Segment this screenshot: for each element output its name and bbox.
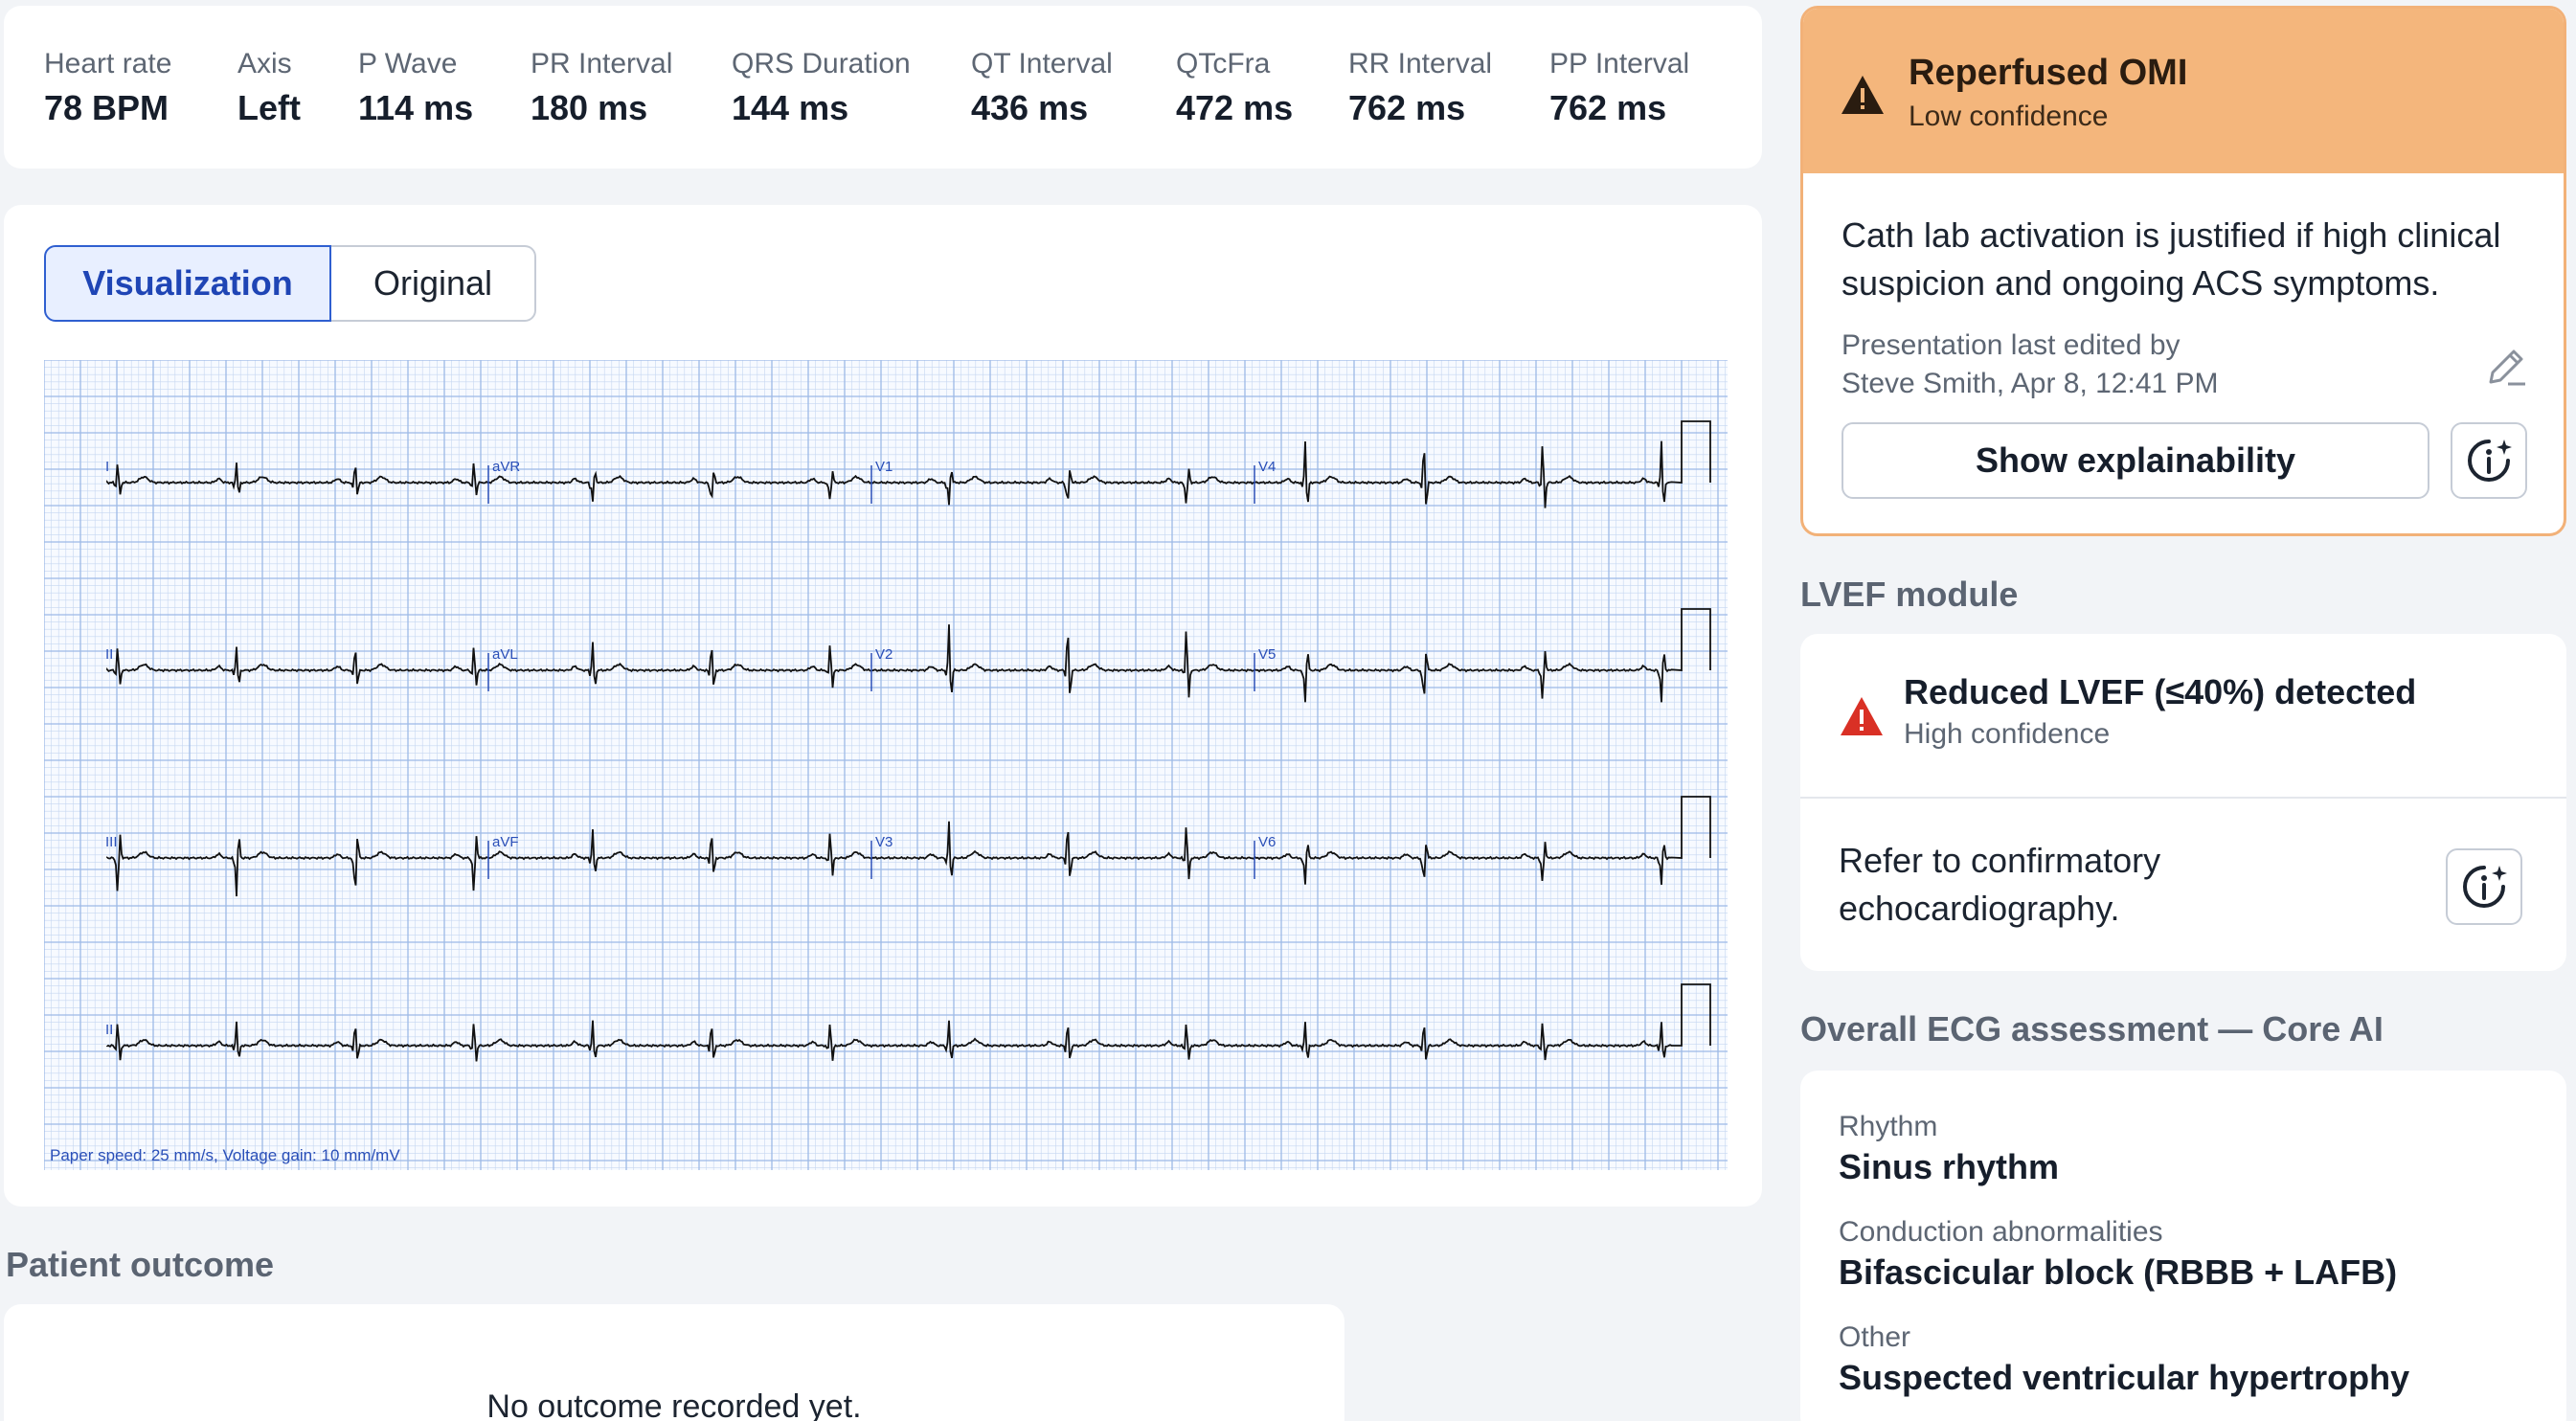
omi-info-button[interactable]: [2451, 422, 2527, 499]
lead-label: I: [105, 459, 109, 475]
info-sparkle-icon: [2468, 440, 2512, 482]
patient-outcome-card: No outcome recorded yet.: [4, 1304, 1344, 1421]
ecg-assessment-card: Rhythm Sinus rhythm Conduction abnormali…: [1800, 1071, 2566, 1421]
tab-original[interactable]: Original: [331, 245, 536, 322]
warning-triangle-icon: [1842, 76, 1884, 114]
assessment-label: Conduction abnormalities: [1839, 1216, 2163, 1248]
metric-qtcfra: QTcFra 472 ms: [1176, 48, 1293, 128]
patient-outcome-title: Patient outcome: [6, 1245, 275, 1284]
ecg-grid: [44, 360, 1728, 1170]
view-toggle: Visualization Original: [44, 245, 536, 322]
metric-p-wave: P Wave 114 ms: [358, 48, 473, 128]
metric-axis: Axis Left: [237, 48, 301, 128]
omi-recommendation: Cath lab activation is justified if high…: [1842, 215, 2501, 303]
info-sparkle-icon: [2463, 866, 2507, 908]
ecg-trace-row: [106, 608, 1711, 703]
assessment-section-title: Overall ECG assessment — Core AI: [1800, 1009, 2384, 1049]
lvef-title: Reduced LVEF (≤40%) detected: [1904, 672, 2417, 711]
lead-label: V2: [875, 646, 893, 663]
lvef-info-button[interactable]: [2446, 848, 2522, 925]
lvef-recommendation: Refer to confirmatory echocardiography.: [1839, 841, 2161, 928]
lvef-card: Reduced LVEF (≤40%) detected High confid…: [1800, 634, 2566, 971]
metric-label: Axis: [237, 48, 292, 79]
assessment-value: Suspected ventricular hypertrophy: [1839, 1358, 2410, 1397]
ecg-trace-row: [106, 983, 1711, 1062]
metric-qt-interval: QT Interval 436 ms: [971, 48, 1113, 128]
edited-line: Presentation last edited by: [1842, 329, 2181, 361]
metric-pp-interval: PP Interval 762 ms: [1549, 48, 1689, 128]
lead-label: aVF: [492, 834, 519, 850]
metric-label: QRS Duration: [732, 48, 911, 79]
assessment-label: Other: [1839, 1321, 1911, 1353]
tab-visualization[interactable]: Visualization: [44, 245, 331, 322]
outcome-empty-text: No outcome recorded yet.: [486, 1388, 862, 1421]
metric-label: RR Interval: [1348, 48, 1493, 79]
metric-value: 762 ms: [1549, 88, 1667, 127]
omi-title: Reperfused OMI: [1909, 53, 2188, 93]
lead-label: V6: [1258, 834, 1276, 850]
lead-label: II: [105, 1022, 113, 1038]
lvef-confidence: High confidence: [1904, 718, 2111, 750]
lead-label: II: [105, 646, 113, 663]
metric-heart-rate: Heart rate 78 BPM: [44, 48, 171, 128]
metric-label: QTcFra: [1176, 48, 1271, 79]
lead-label: V5: [1258, 646, 1276, 663]
metric-value: 436 ms: [971, 88, 1089, 127]
divider: [1800, 797, 2566, 799]
ecg-metrics-bar: Heart rate 78 BPM Axis Left P Wave 114 m…: [4, 6, 1762, 169]
metric-qrs-duration: QRS Duration 144 ms: [732, 48, 911, 128]
metric-label: P Wave: [358, 48, 458, 79]
metric-value: 78 BPM: [44, 88, 169, 127]
ecg-trace-row: [106, 796, 1711, 897]
lead-label: aVL: [492, 646, 518, 663]
ecg-paper-speed-label: Paper speed: 25 mm/s, Voltage gain: 10 m…: [50, 1146, 400, 1164]
lead-label: V4: [1258, 459, 1276, 475]
metric-value: Left: [237, 88, 301, 127]
assessment-label: Rhythm: [1839, 1111, 1938, 1142]
omi-confidence: Low confidence: [1909, 101, 2109, 132]
edited-line: Steve Smith, Apr 8, 12:41 PM: [1842, 368, 2219, 399]
lead-label: aVR: [492, 459, 520, 475]
show-explainability-button[interactable]: Show explainability: [1842, 422, 2429, 499]
assessment-value: Bifascicular block (RBBB + LAFB): [1839, 1252, 2398, 1292]
metric-label: PR Interval: [531, 48, 673, 79]
assessment-value: Sinus rhythm: [1839, 1147, 2060, 1186]
metric-value: 762 ms: [1348, 88, 1466, 127]
metric-rr-interval: RR Interval 762 ms: [1348, 48, 1492, 128]
lead-label: V3: [875, 834, 893, 850]
pencil-edit-icon[interactable]: [2483, 344, 2529, 390]
metric-label: QT Interval: [971, 48, 1113, 79]
metric-value: 180 ms: [531, 88, 648, 127]
omi-alert-card: Reperfused OMI Low confidence Cath lab a…: [1800, 6, 2566, 536]
metric-label: PP Interval: [1549, 48, 1690, 79]
lvef-section-title: LVEF module: [1800, 575, 2019, 614]
metric-label: Heart rate: [44, 48, 172, 79]
metric-value: 472 ms: [1176, 88, 1294, 127]
metric-value: 144 ms: [732, 88, 849, 127]
lead-label: V1: [875, 459, 893, 475]
ecg-trace-row: [106, 420, 1711, 508]
metric-value: 114 ms: [358, 88, 474, 127]
omi-edited-info: Presentation last edited by Steve Smith,…: [1842, 327, 2435, 403]
warning-triangle-icon: [1841, 697, 1883, 735]
lead-label: III: [105, 834, 118, 850]
omi-header: Reperfused OMI Low confidence: [1803, 9, 2564, 173]
ecg-traces: [106, 420, 1711, 1062]
metric-pr-interval: PR Interval 180 ms: [531, 48, 672, 128]
